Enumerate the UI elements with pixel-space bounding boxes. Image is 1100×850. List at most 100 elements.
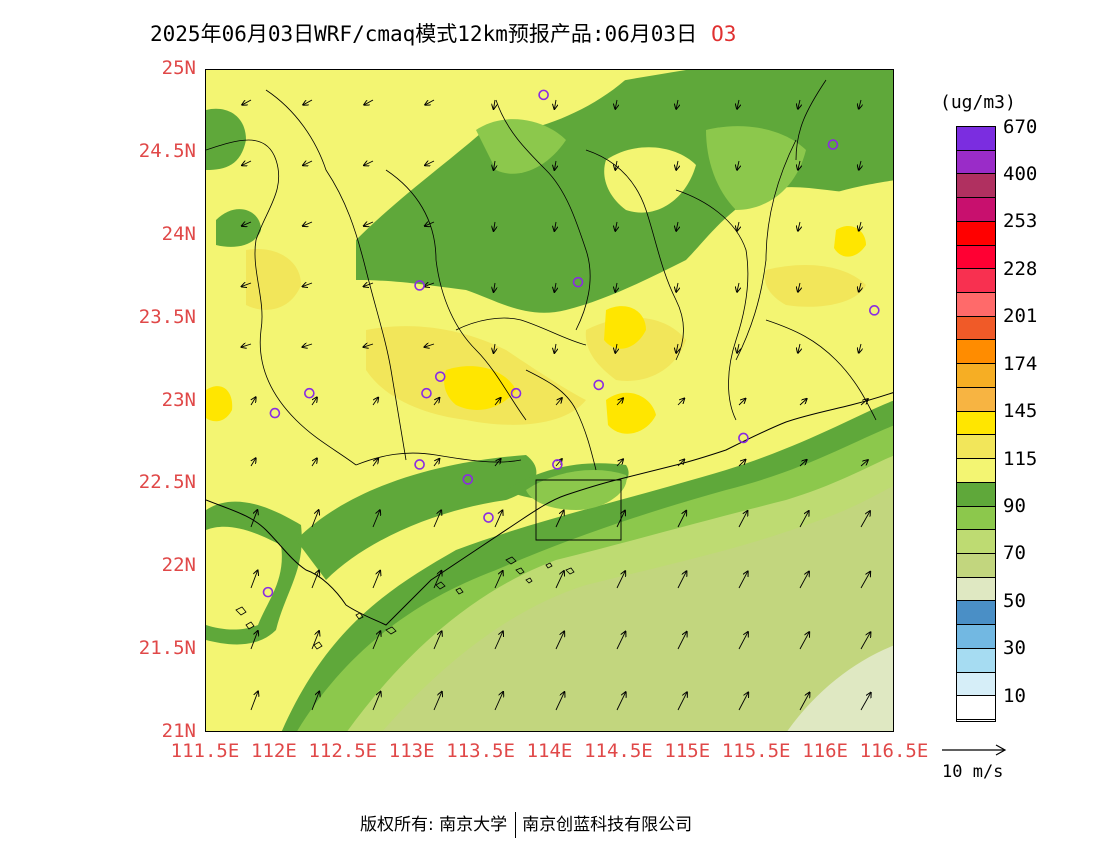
wind-arrow — [363, 344, 374, 347]
colorbar-tick-label: 115 — [1003, 447, 1038, 470]
wind-arrow — [738, 632, 748, 650]
wind-vectors — [241, 99, 871, 711]
station-marker[interactable] — [414, 280, 425, 291]
colorbar-segment — [957, 387, 995, 412]
station-marker[interactable] — [434, 371, 446, 382]
colorbar-segment — [957, 553, 995, 578]
wind-arrow — [616, 571, 625, 589]
ozone-field-65-band — [382, 486, 893, 731]
map-canvas — [206, 70, 893, 731]
colorbar-segment — [957, 269, 995, 294]
wind-arrow — [799, 693, 809, 711]
wind-arrow — [433, 571, 441, 589]
station-marker[interactable] — [462, 474, 474, 485]
wind-arrow — [738, 399, 745, 406]
map-panel[interactable] — [205, 69, 894, 732]
ozone-field-pearl-river-green — [296, 455, 537, 580]
wind-arrow — [494, 692, 503, 711]
wind-arrow — [677, 632, 687, 650]
wind-arrow — [799, 632, 809, 650]
station-marker[interactable] — [510, 387, 522, 399]
wind-arrow — [311, 397, 317, 406]
colorbar-segment — [957, 198, 995, 222]
lat-label: 24.5N — [138, 139, 196, 162]
wind-arrow — [555, 511, 564, 528]
station-marker[interactable] — [572, 276, 584, 288]
station-marker[interactable] — [593, 379, 605, 391]
ozone-field-50-band — [787, 645, 893, 731]
wind-arrow — [799, 572, 809, 589]
wind-arrow — [554, 343, 556, 353]
colorbar-tick-label: 228 — [1003, 257, 1038, 280]
wind-arrow — [311, 571, 319, 589]
wind-arrow — [242, 222, 252, 226]
ozone-field-145-b — [604, 306, 646, 349]
wind-arrow — [242, 283, 252, 286]
wind-arrow — [798, 282, 800, 292]
wind-arrow — [616, 632, 625, 650]
wind-arrow — [737, 282, 739, 292]
wind-arrow — [250, 691, 258, 711]
wind-arrow — [494, 221, 495, 231]
station-marker[interactable] — [414, 459, 425, 470]
wind-arrow — [737, 99, 739, 109]
lon-label: 116E — [802, 740, 848, 762]
colorbar-segment — [957, 648, 995, 673]
wind-arrow — [798, 160, 800, 170]
wind-arrow — [494, 99, 495, 109]
ozone-field-nw-green-2 — [216, 209, 261, 247]
wind-arrow — [798, 99, 800, 109]
wind-arrow — [860, 632, 870, 650]
wind-arrow — [677, 511, 686, 528]
station-marker[interactable] — [262, 586, 274, 598]
wind-reference-label: 10 m/s — [942, 762, 1004, 782]
wind-arrow — [860, 693, 871, 711]
colorbar-segment — [957, 245, 995, 270]
wind-arrow — [615, 99, 617, 109]
station-marker[interactable] — [304, 387, 315, 399]
station-marker[interactable] — [827, 139, 839, 150]
wind-arrow — [555, 632, 564, 650]
station-marker[interactable] — [869, 305, 880, 316]
wind-arrow — [859, 343, 861, 353]
colorbar-segment — [957, 221, 995, 246]
sub-region-box — [535, 479, 622, 541]
wind-arrow — [364, 222, 374, 226]
wind-arrow — [433, 510, 441, 528]
colorbar-segment — [957, 293, 995, 317]
colorbar-tick-label: 50 — [1003, 589, 1026, 612]
wind-arrow — [798, 221, 800, 231]
wind-arrow — [250, 571, 258, 589]
wind-arrow — [616, 692, 626, 711]
wind-arrow — [494, 160, 495, 170]
wind-arrow — [799, 460, 807, 467]
wind-arrow — [302, 344, 313, 347]
station-marker[interactable] — [483, 512, 494, 523]
wind-arrow — [494, 510, 502, 528]
station-marker[interactable] — [421, 387, 432, 399]
lat-label: 22N — [161, 554, 196, 577]
colorbar-segment — [957, 127, 995, 151]
station-marker[interactable] — [738, 432, 749, 444]
wind-arrow — [860, 511, 870, 528]
lat-label: 23.5N — [138, 305, 196, 328]
wind-arrow — [798, 343, 800, 353]
wind-arrow — [364, 283, 374, 286]
wind-arrow — [364, 161, 374, 165]
colorbar-tick-label: 400 — [1003, 162, 1038, 185]
wind-arrow — [799, 399, 807, 406]
colorbar-segment — [957, 696, 995, 720]
lat-label: 23N — [161, 388, 196, 411]
station-marker[interactable] — [538, 89, 549, 101]
wind-arrow — [860, 399, 868, 406]
colorbar-tick-label: 253 — [1003, 210, 1038, 233]
wind-arrow — [311, 692, 319, 711]
wind-arrow — [372, 571, 380, 589]
station-marker[interactable] — [269, 407, 281, 419]
monitoring-stations — [262, 89, 880, 598]
lat-label: 25N — [161, 57, 196, 79]
wind-arrow — [250, 510, 257, 528]
wind-arrow — [425, 222, 435, 226]
map-title: 2025年06月03日WRF/cmaq模式12km预报产品:06月03日 O3 — [150, 18, 950, 48]
station-marker[interactable] — [552, 459, 563, 470]
